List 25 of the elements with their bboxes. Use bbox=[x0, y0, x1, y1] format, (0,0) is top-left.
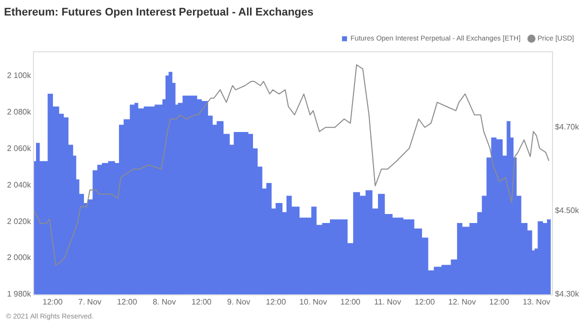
y-tick-label: 2 040k bbox=[6, 180, 32, 190]
y-tick-label: 2 100k bbox=[6, 71, 32, 80]
x-tick-label: 10. Nov bbox=[299, 297, 327, 306]
x-tick-label: 8. Nov bbox=[152, 297, 176, 306]
x-tick-label: 12:00 bbox=[42, 297, 64, 306]
x-tick-label: 12:00 bbox=[266, 297, 286, 306]
x-tick-label: 9. Nov bbox=[227, 297, 250, 306]
y-tick-label: 2 080k bbox=[6, 108, 32, 116]
x-tick-label: 13. Nov bbox=[522, 297, 550, 306]
x-tick-label: 12. Nov bbox=[448, 297, 476, 306]
x-tick-label: 12:00 bbox=[191, 297, 212, 306]
x-tick-label: 12:00 bbox=[117, 297, 138, 306]
y-tick-label: 2 000k bbox=[6, 253, 32, 262]
chart-title: Ethereum: Futures Open Interest Perpetual - All Exchanges bbox=[4, 6, 314, 19]
y-tick-label: 2 060k bbox=[6, 144, 32, 153]
y2-tick-label: $4.50k bbox=[554, 206, 580, 216]
y2-tick-label: $4.30k bbox=[554, 290, 580, 299]
x-tick-label: 11. Nov bbox=[374, 297, 402, 306]
y-tick-label: 1 980k bbox=[6, 290, 32, 299]
y-tick-label: 2 020k bbox=[6, 216, 32, 226]
x-tick-label: 7. Nov bbox=[78, 297, 102, 306]
y2-tick-label: $4.70k bbox=[554, 122, 580, 132]
x-tick-label: 12:00 bbox=[340, 297, 361, 306]
x-tick-label: 12:00 bbox=[414, 297, 436, 306]
x-tick-label: 12:00 bbox=[489, 297, 510, 306]
